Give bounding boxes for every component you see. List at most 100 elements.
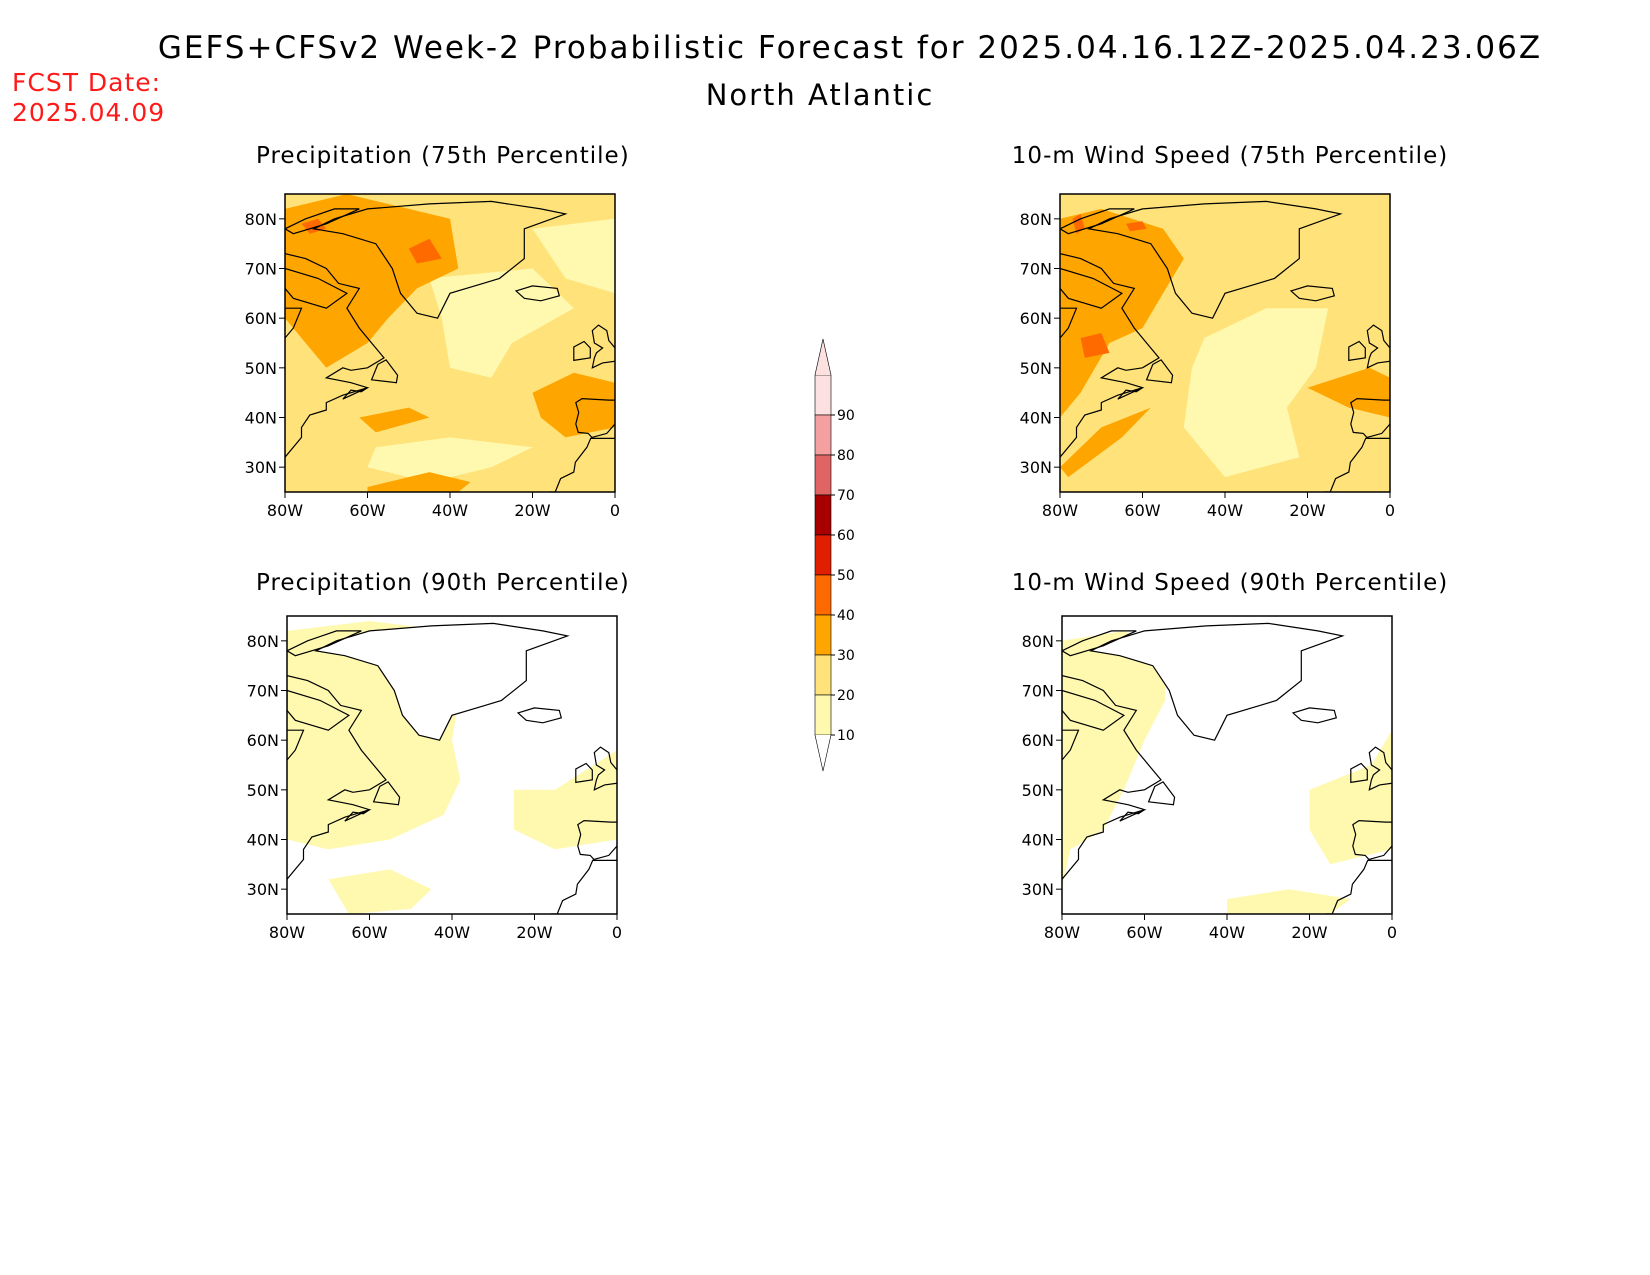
lon-tick-label: 60W	[1126, 923, 1162, 942]
lat-tick-label: 30N	[247, 880, 279, 899]
colorbar-label: 90	[837, 408, 855, 424]
coastline-africa	[1326, 859, 1392, 914]
colorbar-swatch	[814, 414, 832, 456]
shading-region	[1080, 333, 1110, 358]
lon-tick-label: 80W	[1044, 923, 1080, 942]
lat-tick-label: 70N	[1022, 682, 1054, 701]
lat-tick-label: 60N	[247, 731, 279, 750]
lon-tick-label: 20W	[516, 923, 552, 942]
shading-region	[367, 472, 471, 492]
lat-tick-label: 30N	[1020, 458, 1052, 477]
shading-region	[328, 869, 432, 914]
shading-region	[1227, 889, 1351, 914]
panel-title-precip75: Precipitation (75th Percentile)	[256, 143, 630, 169]
lat-tick-label: 60N	[245, 309, 277, 328]
coastline-greenland	[1088, 622, 1345, 741]
coastline-baffin	[287, 689, 351, 731]
map-precip75: 80W 60W 40W 20W 0 80N 70N 60N 50N 40N 30N	[245, 193, 620, 520]
lat-tick-label: 50N	[247, 781, 279, 800]
shading-region	[359, 407, 430, 433]
coastline-iceland	[1289, 285, 1336, 302]
lon-tick-label: 40W	[432, 501, 468, 520]
shading-region	[1062, 630, 1166, 890]
coastline-ellesmere	[1060, 208, 1135, 235]
coastline-britain	[1366, 324, 1390, 369]
lon-tick-label: 20W	[1291, 923, 1327, 942]
region-subtitle: North Atlantic	[705, 78, 935, 112]
coastline-hudson	[287, 729, 305, 761]
coastline-newfoundland	[1145, 359, 1174, 384]
colorbar-label: 70	[837, 488, 855, 504]
lat-tick-label: 50N	[1022, 781, 1054, 800]
coastline-africa	[551, 859, 617, 914]
lat-tick-label: 30N	[1022, 880, 1054, 899]
coastline-britain	[591, 324, 615, 369]
lat-tick-label: 60N	[1020, 309, 1052, 328]
colorbar-swatch	[814, 654, 832, 696]
lon-tick-label: 60W	[351, 923, 387, 942]
shading-region	[1309, 730, 1392, 865]
forecast-date-label: FCST Date:	[12, 68, 162, 97]
shading-region	[1307, 367, 1390, 418]
lat-tick-label: 80N	[1022, 632, 1054, 651]
coastline-europe	[575, 397, 615, 439]
lat-tick-label: 50N	[245, 359, 277, 378]
coastline-greenland	[313, 622, 570, 741]
shading-region	[429, 268, 574, 378]
shading-region	[532, 372, 615, 438]
lat-tick-label: 30N	[245, 458, 277, 477]
forecast-date-value: 2025.04.09	[12, 98, 166, 127]
lat-tick-label: 40N	[247, 831, 279, 850]
lat-tick-label: 40N	[1020, 409, 1052, 428]
lon-tick-label: 60W	[349, 501, 385, 520]
coastline-baffin	[1060, 267, 1124, 309]
map-precip90: 80W 60W 40W 20W 0 80N 70N 60N 50N 40N 30N	[247, 615, 622, 942]
coastline-ireland	[1348, 340, 1366, 362]
coastline-north_america	[287, 675, 387, 880]
coastline-newfoundland	[370, 359, 399, 384]
colorbar-label: 80	[837, 448, 855, 464]
lat-tick-label: 80N	[1020, 210, 1052, 229]
coastline-north_america	[1062, 675, 1162, 880]
coastline-ireland	[573, 340, 591, 362]
coastline-iceland	[514, 285, 561, 302]
coastline-europe	[577, 819, 617, 861]
lat-tick-label: 50N	[1020, 359, 1052, 378]
lat-tick-label: 70N	[1020, 260, 1052, 279]
coastline-hudson	[285, 307, 303, 339]
lat-tick-label: 40N	[1022, 831, 1054, 850]
colorbar-swatch	[814, 614, 832, 656]
lat-tick-label: 70N	[245, 260, 277, 279]
lon-tick-label: 80W	[267, 501, 303, 520]
lon-tick-label: 20W	[514, 501, 550, 520]
lat-tick-label: 40N	[245, 409, 277, 428]
coastline-britain	[593, 746, 617, 791]
shading-region	[1060, 208, 1184, 418]
colorbar-swatch	[814, 574, 832, 616]
coastline-greenland	[1086, 200, 1343, 319]
coastline-europe	[1352, 819, 1392, 861]
colorbar-label: 20	[837, 688, 855, 704]
lon-tick-label: 40W	[1207, 501, 1243, 520]
coastline-ellesmere	[287, 630, 362, 657]
panel-title-wind90: 10-m Wind Speed (90th Percentile)	[1011, 570, 1449, 596]
coastline-newfoundland	[372, 781, 401, 806]
colorbar-top-cap	[814, 338, 832, 376]
coastline-ireland	[575, 762, 593, 784]
lon-tick-label: 0	[1387, 923, 1397, 942]
colorbar-bottom-cap	[814, 734, 832, 772]
colorbar-swatch	[814, 694, 832, 736]
forecast-date: FCST Date: 2025.04.09	[12, 68, 165, 128]
lat-tick-label: 60N	[1022, 731, 1054, 750]
shading-region	[367, 437, 533, 483]
lon-tick-label: 0	[612, 923, 622, 942]
coastline-iceland	[516, 707, 563, 724]
lon-tick-label: 80W	[1042, 501, 1078, 520]
shading-region	[532, 218, 615, 294]
coastline-baffin	[285, 267, 349, 309]
lon-tick-label: 40W	[434, 923, 470, 942]
coastline-ellesmere	[285, 208, 360, 235]
shading-region	[1126, 221, 1147, 232]
shading-region	[513, 750, 617, 850]
coastline-newfoundland	[1147, 781, 1176, 806]
